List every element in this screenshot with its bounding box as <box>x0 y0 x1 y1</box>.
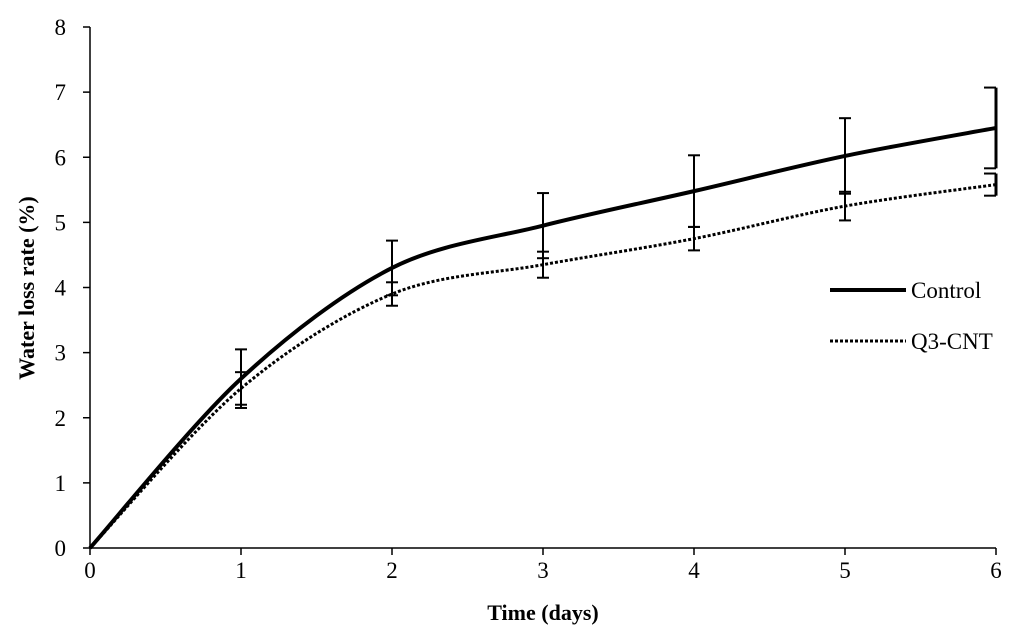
legend-label-q3cnt: Q3-CNT <box>911 329 993 354</box>
legend-label-control: Control <box>911 278 981 303</box>
y-tick-label: 8 <box>55 15 67 40</box>
y-tick-label: 1 <box>55 471 67 496</box>
y-ticks: 0 1 2 3 4 5 6 7 8 <box>55 15 90 561</box>
error-bars <box>235 86 998 409</box>
x-axis-title: Time (days) <box>487 600 598 625</box>
y-tick-label: 3 <box>55 341 67 366</box>
x-ticks: 0 1 2 3 4 5 6 <box>84 548 1002 583</box>
error-bar <box>984 86 998 170</box>
legend: Control Q3-CNT <box>830 278 993 354</box>
axes <box>89 27 996 549</box>
series-line-control <box>88 125 997 550</box>
x-tick-label: 0 <box>84 558 96 583</box>
y-tick-label: 5 <box>55 210 67 235</box>
y-tick-label: 7 <box>55 80 67 105</box>
x-tick-label: 1 <box>235 558 247 583</box>
error-bar <box>839 190 851 222</box>
y-tick-label: 0 <box>55 536 67 561</box>
error-bar <box>688 225 700 252</box>
y-tick-label: 6 <box>55 145 67 170</box>
x-tick-label: 4 <box>688 558 700 583</box>
error-bar <box>386 281 398 307</box>
error-bar <box>235 371 247 406</box>
error-bar <box>537 250 549 279</box>
y-tick-label: 2 <box>55 406 67 431</box>
y-axis-title: Water loss rate (%) <box>14 196 39 380</box>
y-tick-label: 4 <box>55 276 67 301</box>
x-tick-label: 5 <box>839 558 851 583</box>
x-tick-label: 6 <box>990 558 1002 583</box>
x-tick-label: 3 <box>537 558 549 583</box>
error-bar <box>984 172 998 197</box>
x-tick-label: 2 <box>386 558 398 583</box>
series-layer <box>88 125 997 550</box>
